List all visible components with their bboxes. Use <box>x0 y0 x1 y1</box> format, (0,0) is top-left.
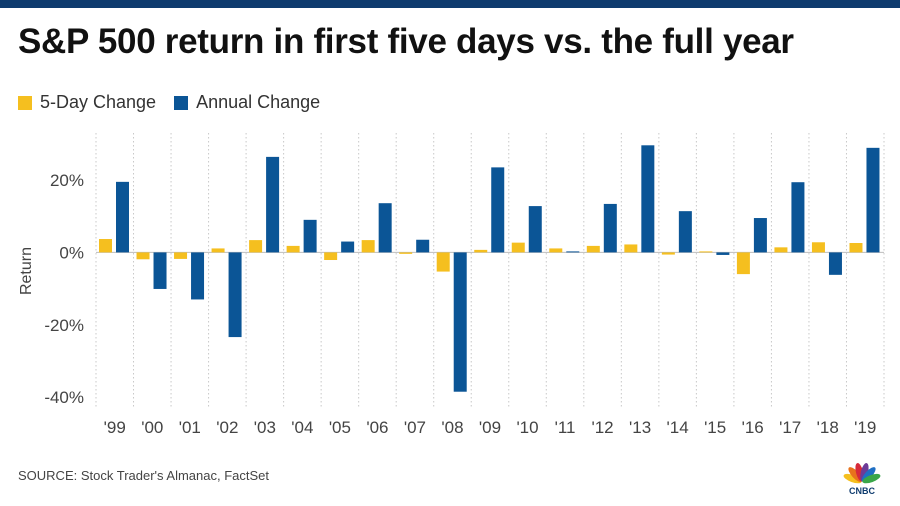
x-tick-label: '06 <box>366 418 388 437</box>
x-tick-label: '03 <box>254 418 276 437</box>
y-tick-label: 0% <box>59 243 84 262</box>
x-tick-label: '05 <box>329 418 351 437</box>
bar-five-day-2 <box>174 252 188 259</box>
bar-annual-11 <box>528 206 542 253</box>
bar-annual-4 <box>266 156 280 253</box>
bar-annual-12 <box>566 251 580 253</box>
bar-five-day-0 <box>99 239 112 253</box>
bar-five-day-14 <box>624 244 638 253</box>
bar-five-day-12 <box>549 248 563 253</box>
peacock-feathers <box>843 463 881 484</box>
bar-annual-17 <box>753 218 767 253</box>
x-tick-label: '00 <box>141 418 163 437</box>
bar-annual-16 <box>716 252 730 255</box>
bars <box>99 145 880 392</box>
x-tick-label: '07 <box>404 418 426 437</box>
y-tick-label: -20% <box>44 316 84 335</box>
logo-text: CNBC <box>849 486 875 496</box>
bar-annual-1 <box>153 252 167 289</box>
bar-five-day-16 <box>699 251 713 253</box>
bar-five-day-4 <box>249 240 263 253</box>
bar-five-day-5 <box>286 245 300 253</box>
x-tick-label: '15 <box>704 418 726 437</box>
bar-five-day-8 <box>399 252 413 254</box>
bar-five-day-3 <box>211 248 225 253</box>
bar-five-day-15 <box>661 252 675 255</box>
bar-annual-13 <box>603 203 617 253</box>
bar-five-day-9 <box>436 252 450 272</box>
bar-annual-20 <box>866 147 880 253</box>
bar-annual-3 <box>228 252 242 338</box>
legend-item-five-day: 5-Day Change <box>18 92 156 113</box>
bar-annual-7 <box>378 203 392 253</box>
legend-label-annual: Annual Change <box>196 92 321 112</box>
logo-feather <box>862 473 881 484</box>
x-tick-label: '19 <box>854 418 876 437</box>
x-tick-label: '16 <box>742 418 764 437</box>
bar-five-day-17 <box>736 252 750 275</box>
x-tick-label: '17 <box>779 418 801 437</box>
logo-feather <box>843 473 862 484</box>
legend-swatch-five-day <box>18 95 32 110</box>
bar-five-day-19 <box>811 242 825 253</box>
bar-annual-15 <box>678 211 692 253</box>
bar-annual-5 <box>303 219 317 253</box>
x-tick-label: '10 <box>516 418 538 437</box>
x-tick-label: '13 <box>629 418 651 437</box>
x-tick-label: '02 <box>216 418 238 437</box>
x-tick-label: '99 <box>104 418 126 437</box>
bar-five-day-11 <box>511 242 525 253</box>
legend: 5-Day Change Annual Change <box>18 92 338 113</box>
bar-five-day-10 <box>474 249 488 253</box>
bar-five-day-6 <box>324 252 338 261</box>
bar-annual-6 <box>341 241 355 253</box>
bar-annual-0 <box>116 181 129 253</box>
bar-five-day-7 <box>361 240 375 253</box>
x-tick-label: '01 <box>179 418 201 437</box>
bar-five-day-1 <box>136 252 150 260</box>
y-axis-label: Return <box>18 247 35 295</box>
bar-annual-10 <box>491 167 505 253</box>
bar-annual-19 <box>828 252 842 275</box>
top-accent-bar <box>0 0 900 8</box>
cnbc-peacock-logo: CNBC <box>843 463 881 496</box>
bar-annual-8 <box>416 239 430 253</box>
bar-annual-18 <box>791 182 805 253</box>
legend-item-annual: Annual Change <box>174 92 320 113</box>
x-tick-label: '08 <box>441 418 463 437</box>
x-tick-label: '11 <box>555 418 576 437</box>
x-tick-label: '14 <box>667 418 689 437</box>
bar-five-day-20 <box>849 243 863 253</box>
y-tick-label: 20% <box>50 171 84 190</box>
bar-annual-14 <box>641 145 655 253</box>
bar-annual-9 <box>453 252 467 392</box>
bar-five-day-13 <box>586 245 600 253</box>
bar-annual-2 <box>191 252 205 300</box>
legend-label-five-day: 5-Day Change <box>40 92 157 112</box>
axes: 20% 0% -20% -40% Return '99 '00 '01 '02 '03 '04 '05… <box>18 171 876 437</box>
x-tick-label: '09 <box>479 418 501 437</box>
legend-swatch-annual <box>174 95 189 110</box>
source-note: SOURCE: Stock Trader's Almanac, FactSet <box>18 468 270 483</box>
y-tick-label: -40% <box>44 388 84 407</box>
x-tick-label: '18 <box>817 418 839 437</box>
grid-lines <box>95 133 885 408</box>
chart-title: S&P 500 return in first five days vs. th… <box>18 22 794 61</box>
x-tick-label: '04 <box>291 418 313 437</box>
bar-five-day-18 <box>774 247 788 253</box>
x-tick-label: '12 <box>591 418 613 437</box>
